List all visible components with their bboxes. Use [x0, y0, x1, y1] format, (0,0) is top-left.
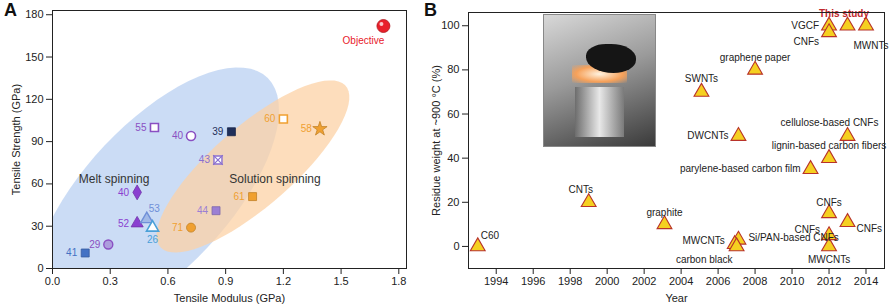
svg-text:180: 180	[25, 8, 43, 20]
svg-text:CNTs: CNTs	[568, 184, 592, 195]
svg-text:52: 52	[118, 218, 130, 229]
svg-text:MWNTs: MWNTs	[854, 40, 889, 51]
svg-text:This study: This study	[819, 8, 869, 19]
svg-text:2006: 2006	[706, 275, 730, 287]
svg-text:55: 55	[135, 122, 147, 133]
svg-text:2004: 2004	[669, 275, 693, 287]
svg-text:60: 60	[447, 108, 459, 120]
svg-text:cellulose-based CNFs: cellulose-based CNFs	[781, 117, 879, 128]
svg-text:Solution spinning: Solution spinning	[229, 172, 320, 186]
svg-text:2014: 2014	[854, 275, 878, 287]
svg-text:DWCNTs: DWCNTs	[687, 130, 728, 141]
svg-text:58: 58	[301, 123, 313, 134]
svg-text:CNFs: CNFs	[857, 223, 883, 234]
svg-text:0.6: 0.6	[160, 275, 175, 287]
svg-text:71: 71	[172, 222, 184, 233]
svg-text:graphite: graphite	[646, 207, 683, 218]
svg-text:parylene-based carbon film: parylene-based carbon film	[680, 163, 801, 174]
html-text:A: A	[4, 0, 17, 20]
svg-text:2008: 2008	[743, 275, 767, 287]
svg-text:26: 26	[147, 234, 159, 245]
svg-text:30: 30	[31, 220, 43, 232]
svg-text:MWCNTs: MWCNTs	[683, 235, 725, 246]
svg-text:1.8: 1.8	[391, 275, 406, 287]
svg-text:29: 29	[89, 239, 101, 250]
svg-text:Year: Year	[665, 292, 688, 304]
svg-text:CNFs: CNFs	[816, 197, 842, 208]
svg-text:0.3: 0.3	[103, 275, 118, 287]
svg-text:90: 90	[31, 135, 43, 147]
svg-text:2010: 2010	[780, 275, 804, 287]
svg-text:Tensile Strength (GPa): Tensile Strength (GPa)	[10, 84, 22, 195]
svg-text:C60: C60	[481, 230, 500, 241]
svg-text:1996: 1996	[521, 275, 545, 287]
html-text:B: B	[424, 0, 437, 20]
svg-text:CNFs: CNFs	[793, 36, 819, 47]
svg-text:80: 80	[447, 63, 459, 75]
svg-text:2000: 2000	[595, 275, 619, 287]
svg-text:Melt spinning: Melt spinning	[79, 172, 150, 186]
svg-text:41: 41	[66, 247, 78, 258]
svg-text:MWCNTs: MWCNTs	[808, 254, 850, 265]
svg-text:carbon black: carbon black	[676, 254, 734, 265]
svg-text:1998: 1998	[558, 275, 582, 287]
svg-text:60: 60	[31, 177, 43, 189]
svg-text:120: 120	[25, 93, 43, 105]
svg-text:60: 60	[264, 113, 276, 124]
svg-text:0: 0	[37, 262, 43, 274]
svg-text:43: 43	[199, 154, 211, 165]
svg-text:Objective: Objective	[343, 35, 385, 46]
svg-text:0.9: 0.9	[218, 275, 233, 287]
svg-text:44: 44	[197, 205, 209, 216]
svg-text:40: 40	[118, 187, 130, 198]
svg-text:20: 20	[447, 196, 459, 208]
svg-text:CNFs: CNFs	[794, 224, 820, 235]
svg-text:39: 39	[212, 126, 224, 137]
svg-text:1.2: 1.2	[276, 275, 291, 287]
svg-text:VGCF: VGCF	[791, 20, 819, 31]
svg-text:1.5: 1.5	[333, 275, 348, 287]
svg-text:graphene paper: graphene paper	[720, 52, 791, 63]
svg-text:150: 150	[25, 51, 43, 63]
svg-text:61: 61	[233, 191, 245, 202]
svg-text:Residue weight at ~900 °C (%): Residue weight at ~900 °C (%)	[430, 65, 442, 216]
svg-text:Tensile Modulus (GPa): Tensile Modulus (GPa)	[174, 292, 285, 304]
svg-text:SWNTs: SWNTs	[685, 73, 718, 84]
svg-text:1994: 1994	[484, 275, 508, 287]
svg-text:0: 0	[453, 240, 459, 252]
svg-text:Si/PAN-based CNFs: Si/PAN-based CNFs	[748, 232, 839, 243]
svg-text:0.0: 0.0	[45, 275, 60, 287]
svg-text:2002: 2002	[632, 275, 656, 287]
svg-text:lignin-based carbon fibers: lignin-based carbon fibers	[772, 140, 887, 151]
svg-text:100: 100	[441, 19, 459, 31]
svg-text:40: 40	[447, 152, 459, 164]
svg-text:53: 53	[149, 203, 161, 214]
svg-text:40: 40	[172, 130, 184, 141]
svg-text:2012: 2012	[817, 275, 841, 287]
